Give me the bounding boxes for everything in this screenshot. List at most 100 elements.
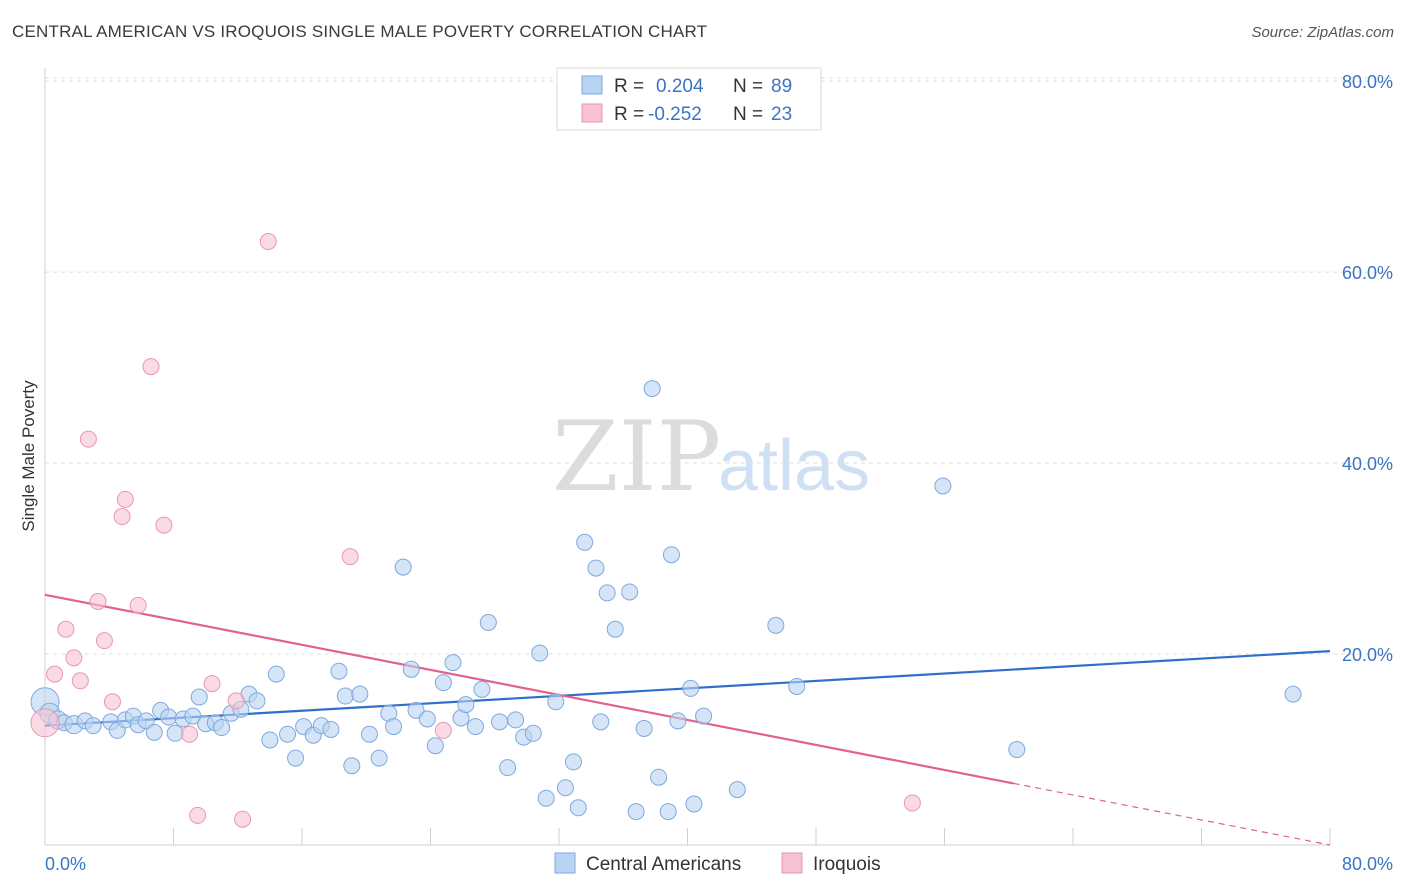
data-point-iroquois [89, 593, 107, 611]
bottom-legend-swatch-iroquois [781, 852, 803, 874]
data-point-central [592, 713, 610, 731]
tick-labels: 20.0% 40.0% 60.0% 80.0% 0.0% 80.0% [45, 72, 1393, 874]
data-point-central [643, 380, 661, 398]
data-point-central [635, 720, 653, 738]
bottom-legend-label-iroquois: Iroquois [813, 854, 881, 875]
data-point-central [145, 723, 163, 741]
data-point-central [418, 710, 436, 728]
data-point-central [184, 707, 202, 725]
data-point-central [213, 719, 231, 737]
data-point-central [576, 533, 594, 551]
data-point-iroquois [234, 810, 252, 828]
data-point-iroquois [46, 665, 64, 683]
data-point-central [1284, 685, 1302, 703]
legend-r-value: 0.204 [656, 76, 704, 97]
data-point-central [564, 753, 582, 771]
data-point-iroquois [155, 516, 173, 534]
data-point-central [669, 712, 687, 730]
data-point-central [394, 558, 412, 576]
data-point-iroquois [79, 430, 97, 448]
data-point-central [606, 620, 624, 638]
data-point-central [934, 477, 952, 495]
data-point-central [547, 693, 565, 711]
trend-line-iroquois [44, 593, 1014, 785]
data-point-central [537, 789, 555, 807]
data-point-central [531, 644, 549, 662]
bottom-legend-swatch-central [554, 852, 576, 874]
data-point-central [457, 696, 475, 714]
data-point-central [84, 717, 102, 735]
y-tick-label: 40.0% [1342, 454, 1393, 474]
data-point-central [343, 757, 361, 775]
data-point-central [479, 614, 497, 632]
data-point-central [499, 759, 517, 777]
data-point-iroquois [259, 233, 277, 251]
data-point-central [407, 701, 425, 719]
legend-r-label: R = [614, 104, 644, 125]
data-point-central [659, 803, 677, 821]
data-point-central [507, 711, 525, 729]
watermark-zip: ZIP [552, 401, 721, 513]
data-point-central [160, 708, 178, 726]
data-points [30, 233, 1302, 828]
data-point-central [491, 713, 509, 731]
data-point-central [587, 559, 605, 577]
x-tick-label: 0.0% [45, 854, 86, 874]
data-point-iroquois [434, 721, 452, 739]
data-point-central [473, 680, 491, 698]
data-point-iroquois [113, 508, 131, 526]
data-point-central [662, 546, 680, 564]
data-point-central [360, 725, 378, 743]
data-point-iroquois [30, 708, 60, 738]
data-point-central [261, 731, 279, 749]
data-point-iroquois [142, 358, 160, 376]
data-point-central [279, 725, 297, 743]
data-point-central [444, 654, 462, 672]
data-point-central [556, 779, 574, 797]
data-point-iroquois [181, 725, 199, 743]
data-point-central [351, 685, 369, 703]
data-point-iroquois [203, 675, 221, 693]
data-point-central [728, 781, 746, 799]
y-tick-label: 80.0% [1342, 72, 1393, 92]
data-point-central [330, 662, 348, 680]
data-point-central [370, 749, 388, 767]
data-point-iroquois [95, 632, 113, 650]
data-point-central [385, 718, 403, 736]
legend-swatch-iroquois [581, 103, 603, 123]
y-tick-label: 20.0% [1342, 645, 1393, 665]
legend-n-label: N = [733, 104, 763, 125]
data-point-central [524, 724, 542, 742]
data-point-central [426, 737, 444, 755]
legend-r-value: -0.252 [648, 104, 702, 125]
data-point-central [1008, 741, 1026, 759]
chart-source: Source: ZipAtlas.com [1251, 24, 1394, 41]
data-point-central [788, 677, 806, 695]
data-point-central [650, 768, 668, 786]
data-point-central [695, 707, 713, 725]
chart-title: CENTRAL AMERICAN VS IROQUOIS SINGLE MALE… [12, 22, 708, 41]
legend-r-label: R = [614, 76, 644, 97]
data-point-iroquois [65, 649, 83, 667]
data-point-central [434, 674, 452, 692]
grid-lines [45, 77, 1392, 655]
data-point-central [621, 583, 639, 601]
y-tick-label: 60.0% [1342, 263, 1393, 283]
data-point-central [682, 679, 700, 697]
bottom-legend-label-central: Central Americans [586, 854, 741, 875]
data-point-central [267, 665, 285, 683]
data-point-iroquois [103, 693, 121, 711]
data-point-iroquois [116, 490, 134, 508]
data-point-iroquois [903, 794, 921, 812]
data-point-central [336, 687, 354, 705]
data-point-iroquois [129, 596, 147, 614]
data-point-iroquois [57, 620, 75, 638]
y-axis-label: Single Male Poverty [19, 380, 38, 532]
data-point-central [466, 718, 484, 736]
data-point-central [685, 795, 703, 813]
legend-swatch-central [581, 75, 603, 95]
data-point-central [569, 799, 587, 817]
data-point-central [767, 616, 785, 634]
data-point-iroquois [189, 806, 207, 824]
